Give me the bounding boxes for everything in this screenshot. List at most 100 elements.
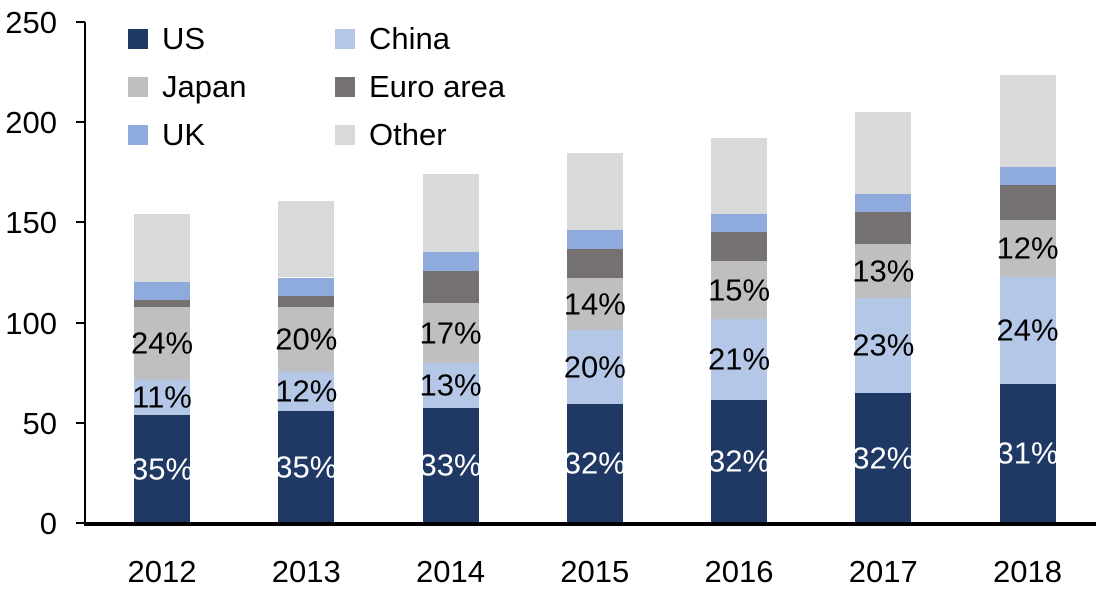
bar-label-us-2015: 32% (563, 445, 626, 481)
bar-segment-euro-area-2017 (855, 212, 912, 245)
bar-label-us-2017: 32% (852, 440, 915, 476)
legend-label-euro-area: Euro area (369, 69, 506, 104)
legend-swatch-japan-icon (128, 76, 148, 97)
y-axis-tick-label: 50 (22, 405, 57, 441)
bar-label-japan-2018: 12% (996, 230, 1059, 266)
bar-segment-us-2016 (711, 399, 767, 523)
bar-segment-other-2013 (278, 201, 335, 278)
bar-label-japan-2017: 13% (852, 253, 915, 289)
bar-segment-euro-area-2018 (999, 185, 1056, 221)
bar-label-china-2018: 24% (996, 312, 1059, 348)
bar-segment-other-2014 (422, 174, 479, 253)
legend-label-japan: Japan (162, 69, 247, 104)
bar-segment-china-2013 (278, 371, 335, 411)
bar-label-japan-2014: 17% (419, 315, 482, 351)
bar-label-us-2014: 33% (419, 447, 482, 483)
bar-segment-euro-area-2013 (278, 295, 335, 307)
bar-label-china-2012: 11% (132, 379, 192, 415)
y-axis-tick-label: 0 (39, 506, 57, 541)
legend-swatch-uk-icon (128, 124, 148, 145)
bar-segment-china-2018 (999, 276, 1056, 384)
bar-segment-japan-2018 (999, 220, 1056, 277)
bar-segment-japan-2012 (134, 306, 190, 380)
bar-label-china-2016: 21% (707, 341, 771, 377)
x-axis-label-2017: 2017 (848, 554, 918, 589)
bar-segment-uk-2018 (999, 167, 1056, 186)
y-axis-line (84, 22, 86, 525)
bar-label-us-2018: 31% (996, 435, 1059, 471)
x-axis-label-2018: 2018 (993, 554, 1062, 589)
legend-item-uk: UK (128, 119, 205, 150)
y-axis-tick (76, 522, 85, 524)
bar-segment-other-2017 (855, 112, 912, 195)
bar-segment-japan-2014 (422, 302, 479, 363)
bar-segment-japan-2017 (855, 244, 912, 298)
bar-segment-china-2015 (566, 329, 623, 404)
y-axis-tick (76, 421, 85, 424)
y-axis-tick-label: 150 (5, 205, 57, 241)
bar-segment-china-2016 (711, 318, 767, 400)
bar-segment-other-2018 (999, 75, 1056, 168)
bar-segment-uk-2016 (711, 214, 767, 233)
x-axis-label-2015: 2015 (560, 554, 630, 589)
bar-segment-uk-2012 (134, 281, 190, 300)
bar-segment-uk-2017 (855, 194, 912, 213)
bar-segment-other-2012 (134, 214, 190, 282)
bar-segment-japan-2013 (278, 306, 335, 372)
bar-segment-euro-area-2016 (711, 232, 767, 262)
y-axis-tick (76, 321, 85, 324)
bar-label-japan-2012: 24% (130, 325, 194, 361)
legend-item-japan: Japan (128, 71, 246, 102)
bar-segment-other-2015 (566, 153, 623, 231)
bar-label-japan-2013: 20% (275, 321, 338, 357)
bar-segment-uk-2013 (278, 277, 335, 296)
x-axis-label-2012: 2012 (127, 554, 197, 589)
y-axis-tick (76, 21, 85, 23)
bar-segment-us-2015 (566, 403, 623, 523)
legend-label-other: Other (369, 117, 447, 152)
legend-swatch-other-icon (335, 124, 355, 145)
bar-segment-us-2014 (422, 407, 479, 523)
bar-segment-uk-2015 (566, 230, 623, 250)
bar-segment-other-2016 (711, 138, 767, 215)
bar-segment-us-2018 (999, 383, 1056, 523)
bar-label-china-2015: 20% (563, 349, 626, 385)
y-axis-tick-label: 250 (5, 5, 57, 40)
bar-label-japan-2015: 14% (563, 286, 626, 322)
bar-segment-japan-2016 (711, 261, 767, 319)
bar-label-japan-2016: 15% (707, 272, 771, 308)
bar-segment-china-2014 (422, 362, 479, 408)
bar-segment-uk-2014 (422, 252, 479, 272)
legend-label-china: China (369, 21, 450, 56)
bar-segment-us-2012 (134, 414, 190, 523)
bar-segment-japan-2015 (566, 277, 623, 330)
y-axis-tick-label: 200 (5, 105, 57, 141)
bar-label-china-2017: 23% (852, 327, 915, 363)
legend-item-euro-area: Euro area (335, 71, 505, 102)
legend-swatch-china-icon (335, 28, 355, 49)
legend-label-us: US (162, 21, 206, 56)
bar-segment-china-2012 (134, 379, 190, 415)
bar-label-us-2016: 32% (707, 443, 771, 479)
legend-item-other: Other (335, 119, 447, 150)
bar-segment-china-2017 (855, 297, 912, 393)
bar-segment-euro-area-2015 (566, 249, 623, 278)
x-axis-line (84, 522, 1096, 526)
legend-swatch-us-icon (128, 28, 148, 49)
bar-segment-euro-area-2014 (422, 271, 479, 303)
y-axis-tick (76, 121, 85, 124)
legend-item-china: China (335, 23, 450, 54)
bar-label-china-2013: 12% (275, 373, 338, 409)
bar-label-us-2012: 35% (130, 451, 194, 487)
legend-swatch-euro-area-icon (335, 76, 355, 97)
x-axis-label-2013: 2013 (271, 554, 341, 589)
bar-label-us-2013: 35% (275, 449, 338, 485)
bar-segment-euro-area-2012 (134, 299, 190, 307)
x-axis-label-2014: 2014 (416, 554, 485, 589)
legend-label-uk: UK (162, 117, 206, 152)
bar-label-china-2014: 13% (419, 367, 482, 403)
x-axis-label-2016: 2016 (704, 554, 774, 589)
y-axis-tick-label: 100 (5, 305, 57, 341)
bar-segment-us-2017 (855, 392, 912, 523)
